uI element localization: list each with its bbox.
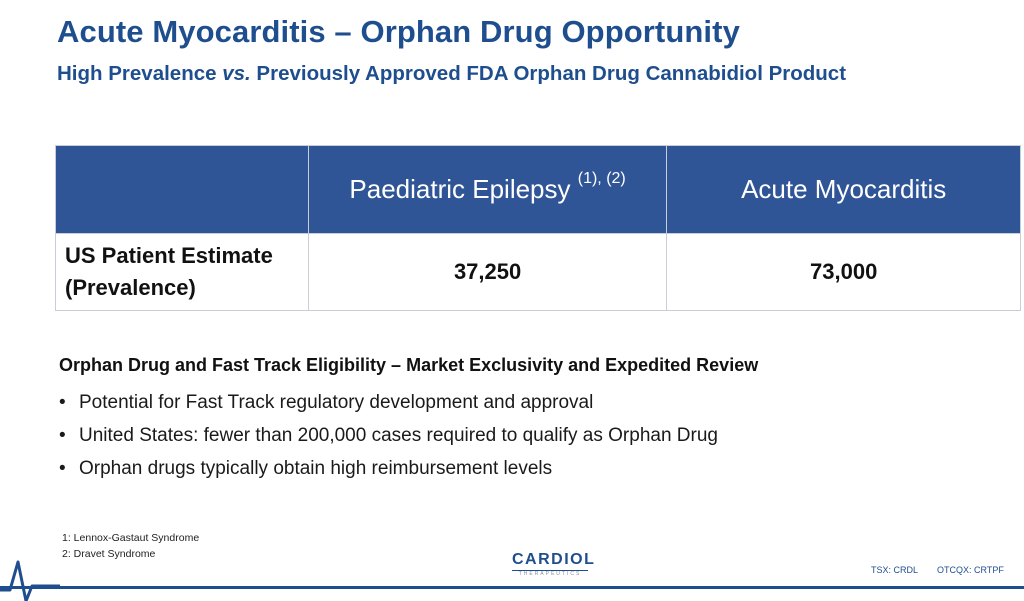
- list-item: • United States: fewer than 200,000 cases…: [59, 419, 959, 452]
- company-logo: CARDIOL THERAPEUTICS: [512, 551, 596, 578]
- header-acute-myocarditis: Acute Myocarditis: [666, 145, 1021, 234]
- table-row: US Patient Estimate (Prevalence) 37,250 7…: [55, 233, 1021, 311]
- slide-title: Acute Myocarditis – Orphan Drug Opportun…: [57, 14, 740, 49]
- row-label-us-patient-estimate: US Patient Estimate (Prevalence): [55, 233, 309, 311]
- table-header-row: Paediatric Epilepsy (1), (2) Acute Myoca…: [55, 145, 1021, 234]
- header-col1-label: Paediatric Epilepsy: [349, 174, 578, 204]
- value-acute-myocarditis: 73,000: [666, 233, 1021, 311]
- row-label-line1: US Patient Estimate: [65, 243, 273, 268]
- list-item: • Potential for Fast Track regulatory dev…: [59, 386, 959, 419]
- bullet-list: • Potential for Fast Track regulatory dev…: [59, 386, 959, 485]
- ticker-tsx: TSX: CRDL: [871, 565, 919, 575]
- subtitle-italic: vs.: [222, 62, 251, 85]
- list-item-text: United States: fewer than 200,000 cases …: [79, 425, 718, 446]
- heartbeat-pulse-icon: [0, 560, 60, 601]
- logo-wordmark: CARDIOL: [512, 551, 596, 568]
- section-heading: Orphan Drug and Fast Track Eligibility –…: [59, 355, 759, 375]
- header-blank-cell: [55, 145, 309, 234]
- footer-rule: [0, 586, 1024, 589]
- value-paediatric-epilepsy: 37,250: [307, 233, 668, 311]
- bullet-marker: •: [59, 458, 66, 479]
- comparison-table: Paediatric Epilepsy (1), (2) Acute Myoca…: [55, 145, 1021, 311]
- bullet-marker: •: [59, 425, 66, 446]
- list-item-text: Orphan drugs typically obtain high reimb…: [79, 458, 553, 479]
- subtitle-part1: High Prevalence: [57, 62, 223, 85]
- ticker-otcqx: OTCQX: CRTPF: [937, 565, 1004, 575]
- subtitle-part2: Previously Approved FDA Orphan Drug Cann…: [250, 62, 847, 85]
- footnote-1: 1: Lennox-Gastaut Syndrome: [62, 532, 200, 544]
- list-item-text: Potential for Fast Track regulatory deve…: [79, 392, 594, 413]
- logo-underline: [512, 570, 588, 571]
- slide-subtitle: High Prevalence vs. Previously Approved …: [57, 62, 846, 86]
- header-paediatric-epilepsy: Paediatric Epilepsy (1), (2): [307, 145, 668, 234]
- logo-subtext: THERAPEUTICS: [518, 571, 582, 577]
- header-col1-footnote-ref: (1), (2): [577, 170, 626, 187]
- footnote-2: 2: Dravet Syndrome: [62, 547, 156, 560]
- bullet-marker: •: [59, 392, 66, 413]
- list-item: • Orphan drugs typically obtain high reim…: [59, 452, 959, 485]
- row-label-line2: (Prevalence): [65, 275, 196, 300]
- footnotes: 1: Lennox-Gastaut Syndrome 2: Dravet Syn…: [62, 531, 199, 562]
